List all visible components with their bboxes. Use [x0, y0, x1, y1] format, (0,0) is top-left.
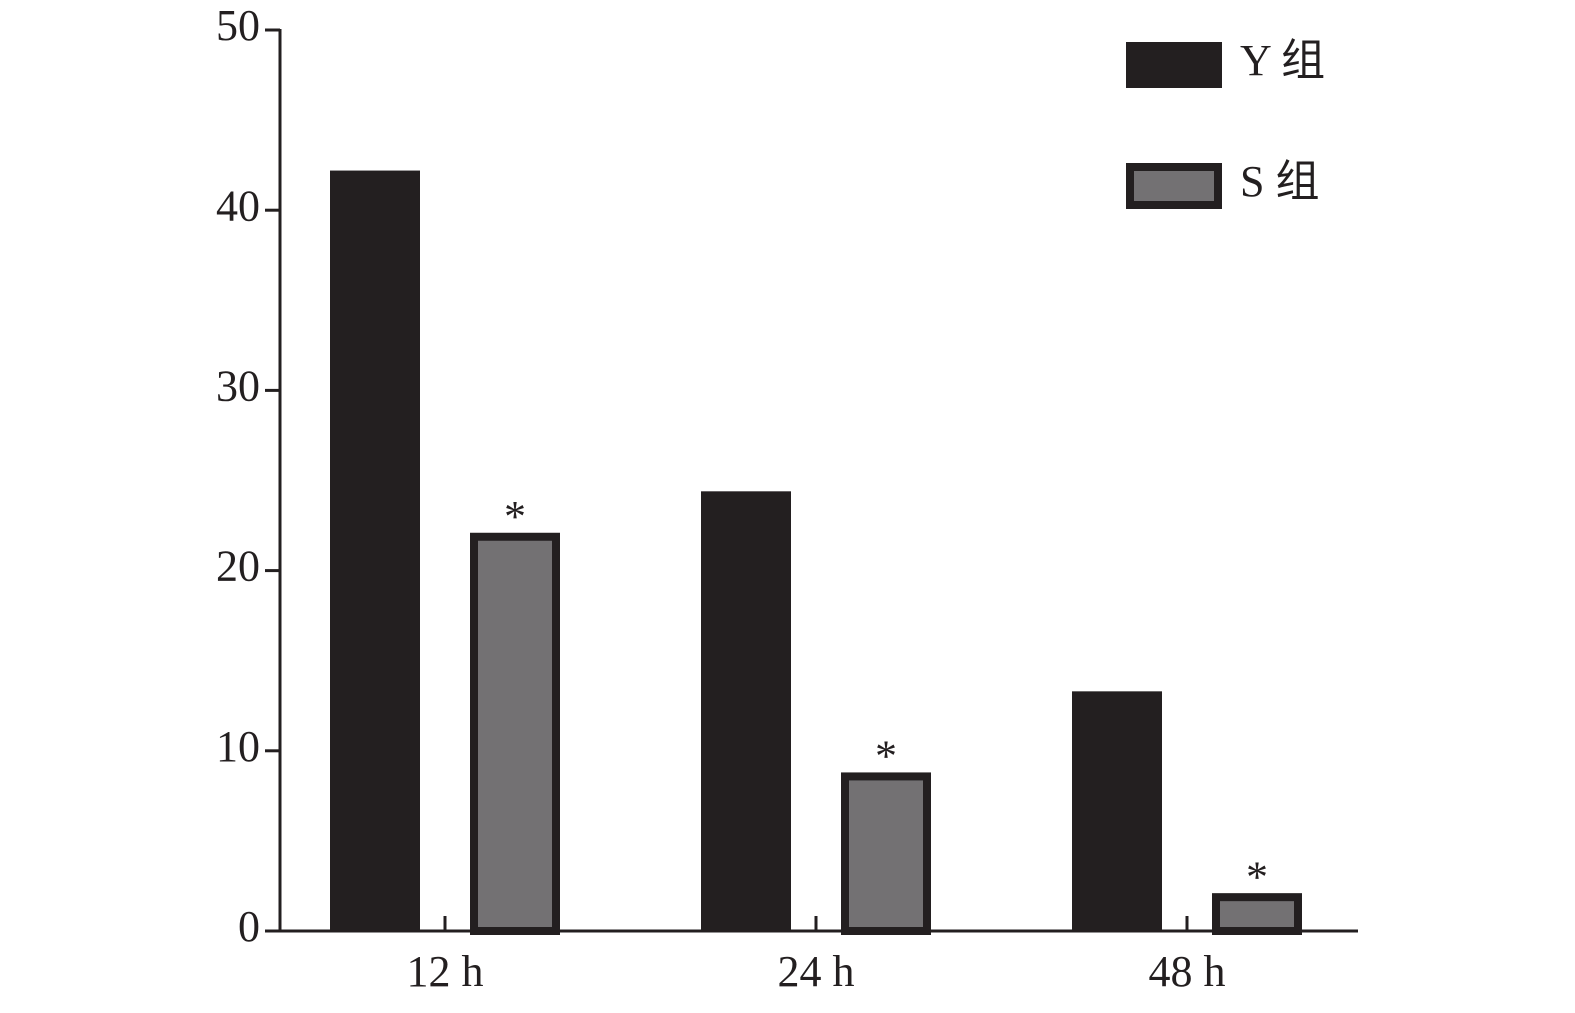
bar — [1072, 691, 1162, 931]
legend-swatch — [1126, 42, 1222, 88]
legend-label: S 组 — [1240, 157, 1319, 206]
x-tick-label: 48 h — [1149, 947, 1226, 996]
bar — [1212, 893, 1302, 936]
y-tick-label: 40 — [216, 181, 260, 230]
bar — [701, 491, 791, 931]
significance-mark: * — [504, 492, 526, 541]
legend-swatch — [1126, 163, 1222, 209]
y-tick-label: 50 — [216, 1, 260, 50]
y-tick-label: 20 — [216, 542, 260, 591]
x-tick-label: 12 h — [407, 947, 484, 996]
y-tick-label: 10 — [216, 722, 260, 771]
bar — [470, 532, 560, 935]
significance-mark: * — [875, 732, 897, 781]
y-tick-label: 0 — [238, 902, 260, 951]
bar — [330, 170, 420, 931]
bar — [841, 772, 931, 936]
significance-mark: * — [1246, 852, 1268, 901]
legend-label: Y 组 — [1240, 36, 1325, 85]
x-tick-label: 24 h — [778, 947, 855, 996]
y-tick-label: 30 — [216, 361, 260, 410]
